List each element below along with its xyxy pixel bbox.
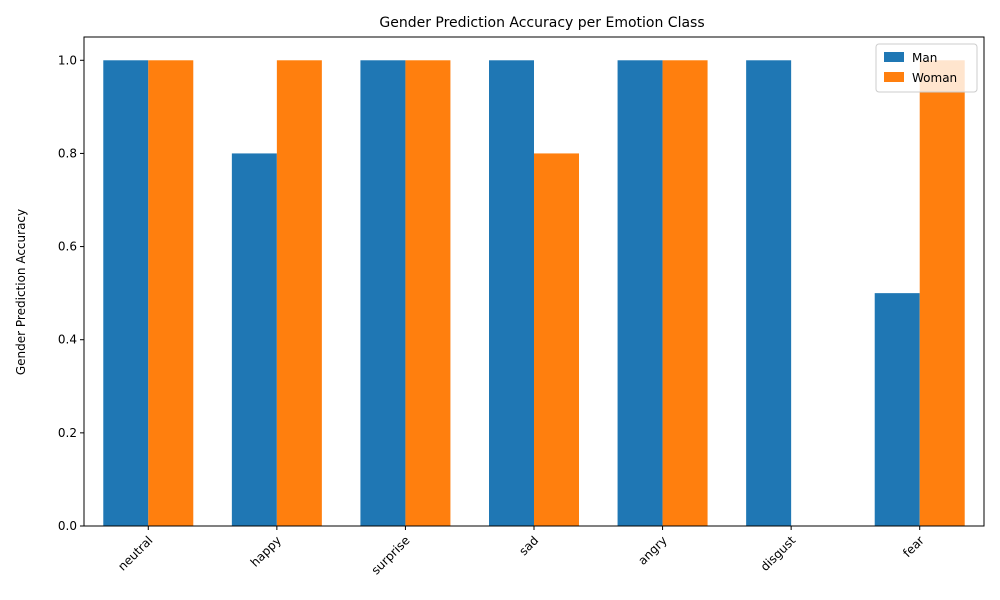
y-tick-label: 0.8 bbox=[58, 146, 77, 160]
legend-swatch-woman bbox=[884, 72, 904, 82]
bar-woman-neutral bbox=[148, 60, 194, 527]
y-tick-label: 0.2 bbox=[58, 426, 77, 440]
bar-man-neutral bbox=[103, 60, 149, 527]
legend-swatch-man bbox=[884, 52, 904, 62]
x-tick-label-fear: fear bbox=[900, 533, 927, 560]
x-tick-label-neutral: neutral bbox=[115, 533, 155, 573]
x-tick-label-sad: sad bbox=[516, 533, 541, 558]
bar-woman-surprise bbox=[405, 60, 451, 527]
bar-man-sad bbox=[489, 60, 534, 527]
bars-group bbox=[103, 60, 965, 527]
x-tick-label-surprise: surprise bbox=[369, 533, 413, 577]
bar-man-fear bbox=[874, 293, 920, 526]
bar-man-angry bbox=[617, 60, 663, 527]
y-axis: 0.0 0.2 0.4 0.6 0.8 1.0 bbox=[58, 53, 84, 533]
bar-woman-sad bbox=[534, 153, 579, 526]
x-axis: neutral happy surprise sad angry disgust fear bbox=[115, 526, 927, 577]
bar-man-disgust bbox=[746, 60, 792, 527]
legend: Man Woman bbox=[875, 43, 978, 93]
legend-label-man: Man bbox=[912, 51, 937, 65]
bar-woman-happy bbox=[276, 60, 322, 527]
x-tick-label-happy: happy bbox=[248, 533, 284, 569]
chart-title: Gender Prediction Accuracy per Emotion C… bbox=[379, 15, 704, 31]
bar-man-surprise bbox=[360, 60, 406, 527]
y-tick-label: 0.0 bbox=[58, 519, 77, 533]
y-tick-label: 0.4 bbox=[58, 333, 77, 347]
y-tick-label: 1.0 bbox=[58, 53, 77, 67]
bar-man-happy bbox=[231, 153, 277, 526]
bar-woman-fear bbox=[919, 60, 965, 527]
x-tick-label-angry: angry bbox=[635, 533, 669, 567]
legend-label-woman: Woman bbox=[912, 71, 957, 85]
bar-woman-angry bbox=[662, 60, 708, 527]
plot-frame bbox=[83, 36, 985, 527]
y-axis-label: Gender Prediction Accuracy bbox=[14, 209, 28, 375]
x-tick-label-disgust: disgust bbox=[758, 533, 799, 574]
y-tick-label: 0.6 bbox=[58, 240, 77, 254]
